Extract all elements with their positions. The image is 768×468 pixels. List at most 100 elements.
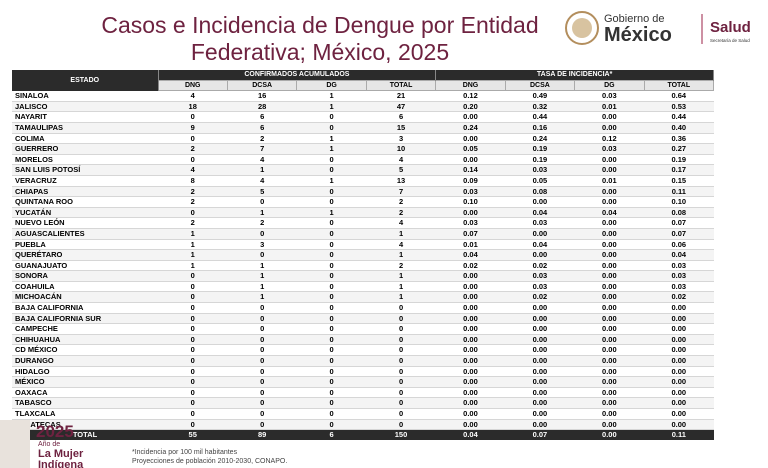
- value-cell: 21: [366, 90, 436, 102]
- value-cell: 1: [296, 133, 367, 145]
- value-cell: 0.12: [574, 133, 645, 145]
- value-cell: 0: [366, 355, 436, 367]
- table-row: YUCATÁN 0 1 1 2 0.00 0.04 0.04 0.08: [12, 207, 714, 219]
- state-cell: CHIHUAHUA: [12, 334, 158, 346]
- value-cell: 0: [227, 228, 297, 240]
- value-cell: 0: [227, 334, 297, 346]
- value-cell: 0: [227, 397, 297, 409]
- value-cell: 0: [296, 239, 367, 251]
- value-cell: 0.00: [644, 334, 714, 346]
- value-cell: 0.00: [505, 196, 575, 208]
- value-cell: 6: [366, 111, 436, 123]
- value-cell: 0.19: [505, 143, 575, 155]
- value-cell: 0.05: [505, 175, 575, 187]
- value-cell: 0.03: [505, 270, 575, 282]
- value-cell: 0.00: [435, 270, 506, 282]
- state-cell: CHIAPAS: [12, 186, 158, 198]
- table-row: ZACATECAS 0 0 0 0 0.00 0.00 0.00 0.00: [12, 419, 714, 431]
- value-cell: 0: [296, 111, 367, 123]
- value-cell: 0.44: [505, 111, 575, 123]
- value-cell: 0.04: [505, 239, 575, 251]
- value-cell: 0: [158, 281, 228, 293]
- table-row: TLAXCALA 0 0 0 0 0.00 0.00 0.00 0.00: [12, 408, 714, 420]
- value-cell: 1: [296, 207, 367, 219]
- gov-line: Gobierno de: [604, 13, 665, 25]
- total-cell: 89: [227, 429, 297, 440]
- value-cell: 0.07: [435, 228, 506, 240]
- table-row: COLIMA 0 2 1 3 0.00 0.24 0.12 0.36: [12, 133, 714, 145]
- value-cell: 1: [227, 291, 297, 304]
- value-cell: 0.00: [574, 217, 645, 229]
- value-cell: 0: [158, 334, 228, 346]
- value-cell: 28: [227, 101, 297, 113]
- value-cell: 0.00: [644, 419, 714, 431]
- table-row: SAN LUIS POTOSÍ 4 1 0 5 0.14 0.03 0.00 0.17: [12, 164, 714, 176]
- value-cell: 0.00: [505, 408, 575, 420]
- value-cell: 0.00: [574, 260, 645, 272]
- agency: Salud: [710, 19, 751, 36]
- badge-line: La Mujer: [38, 448, 84, 460]
- table-row: PUEBLA 1 3 0 4 0.01 0.04 0.00 0.06: [12, 239, 714, 251]
- value-cell: 1: [366, 228, 436, 240]
- value-cell: 0: [158, 376, 228, 388]
- table-row: NAYARIT 0 6 0 6 0.00 0.44 0.00 0.44: [12, 111, 714, 123]
- state-cell: JALISCO: [12, 101, 158, 113]
- value-cell: 0: [227, 408, 297, 420]
- value-cell: 0.00: [574, 355, 645, 367]
- value-cell: 0: [296, 196, 367, 208]
- state-header: ESTADO: [12, 70, 159, 91]
- value-cell: 0.00: [574, 249, 645, 261]
- state-cell: QUERÉTARO: [12, 249, 158, 261]
- column-header: TOTAL: [365, 79, 437, 92]
- value-cell: 0.24: [435, 122, 506, 134]
- value-cell: 0: [158, 355, 228, 367]
- value-cell: 0: [296, 419, 367, 431]
- state-cell: ZACATECAS: [12, 419, 158, 431]
- value-cell: 0.11: [644, 186, 714, 198]
- value-cell: 0.00: [505, 419, 575, 431]
- table-row: BAJA CALIFORNIA SUR 0 0 0 0 0.00 0.00 0.00 0.00: [12, 313, 714, 325]
- value-cell: 0.03: [505, 281, 575, 293]
- table-row: OAXACA 0 0 0 0 0.00 0.00 0.00 0.00: [12, 387, 714, 399]
- total-cell: 150: [366, 429, 436, 440]
- value-cell: 0.00: [574, 270, 645, 282]
- value-cell: 0: [296, 408, 367, 420]
- value-cell: 4: [366, 239, 436, 251]
- value-cell: 1: [296, 143, 367, 155]
- value-cell: 0: [296, 355, 367, 367]
- subheader-row: DNG DCSA DG TOTAL DNG DCSA DG TOTAL: [12, 79, 715, 92]
- state-cell: BAJA CALIFORNIA SUR: [12, 313, 158, 325]
- header-row: ESTADO CONFIRMADOS ACUMULADOS TASA DE IN…: [12, 70, 714, 91]
- state-cell: NUEVO LEÓN: [12, 217, 158, 229]
- value-cell: 0.00: [574, 334, 645, 346]
- value-cell: 0.01: [435, 239, 506, 251]
- total-label: TOTAL: [12, 429, 158, 440]
- column-header: TOTAL: [643, 79, 715, 92]
- note: Proyecciones de población 2010-2030, CON…: [132, 458, 288, 465]
- value-cell: 0.03: [574, 143, 645, 155]
- value-cell: 0.53: [644, 101, 714, 113]
- value-cell: 0.00: [644, 366, 714, 378]
- value-cell: 0: [158, 207, 228, 219]
- data-table: ESTADO CONFIRMADOS ACUMULADOS TASA DE IN…: [12, 70, 715, 440]
- value-cell: 9: [158, 122, 228, 134]
- value-cell: 0: [158, 313, 228, 325]
- column-header: DG: [296, 79, 367, 92]
- state-cell: OAXACA: [12, 387, 158, 399]
- state-cell: TLAXCALA: [12, 408, 158, 420]
- value-cell: 0.00: [505, 249, 575, 261]
- value-cell: 0.00: [505, 228, 575, 240]
- state-cell: GUERRERO: [12, 143, 158, 155]
- value-cell: 1: [158, 239, 228, 251]
- value-cell: 0: [227, 366, 297, 378]
- total-cell: 55: [158, 429, 228, 440]
- value-cell: 0: [296, 122, 367, 134]
- value-cell: 0: [227, 344, 297, 357]
- value-cell: 0.00: [505, 397, 575, 409]
- table-row: BAJA CALIFORNIA 0 0 0 0 0.00 0.00 0.00 0.00: [12, 302, 714, 314]
- value-cell: 0.00: [505, 334, 575, 346]
- table-row: SINALOA 4 16 1 21 0.12 0.49 0.03 0.64: [12, 90, 714, 102]
- value-cell: 0.00: [574, 366, 645, 378]
- value-cell: 1: [366, 270, 436, 282]
- value-cell: 0.44: [644, 111, 714, 123]
